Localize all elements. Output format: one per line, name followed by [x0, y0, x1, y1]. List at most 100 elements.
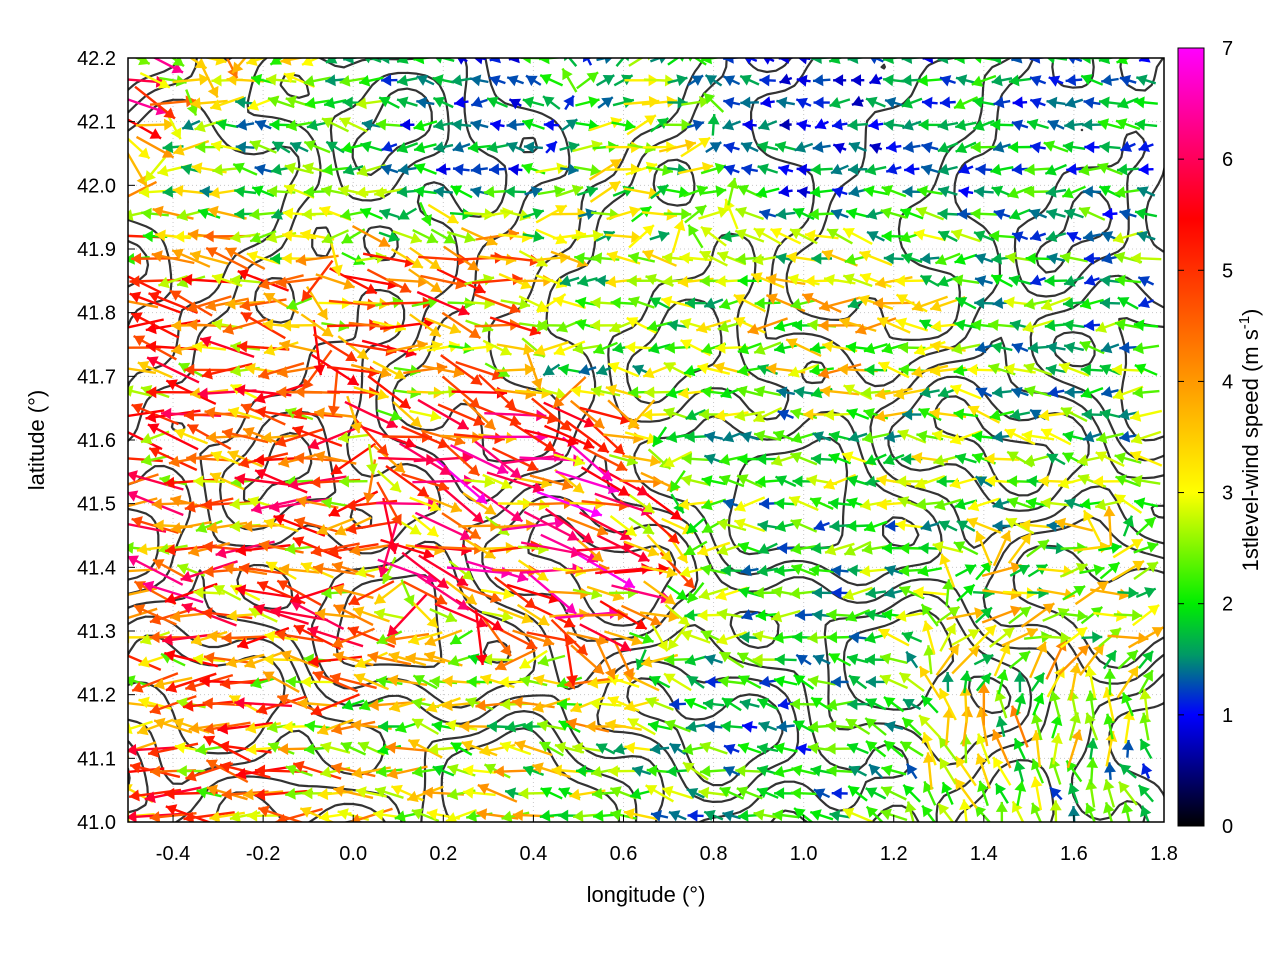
wind-vector [442, 441, 481, 477]
wind-vector-head [385, 633, 397, 646]
wind-vector [792, 720, 815, 733]
wind-vector [685, 517, 706, 535]
wind-vector [225, 653, 265, 668]
wind-vector-head [1080, 498, 1091, 510]
wind-vector-head [117, 565, 127, 577]
wind-vector [894, 274, 929, 287]
wind-vector [740, 564, 759, 577]
wind-vector-head [1031, 758, 1043, 771]
wind-vector [494, 648, 536, 671]
wind-vector-head [734, 500, 746, 512]
wind-vector [920, 520, 940, 532]
wind-vector-head [1146, 562, 1158, 573]
wind-vector [450, 741, 473, 756]
wind-vector-head [591, 252, 603, 265]
wind-vector-head [793, 207, 805, 219]
wind-vector-head [1096, 431, 1108, 444]
wind-vector-head [645, 273, 657, 286]
wind-vector-head [408, 739, 420, 750]
wind-vector-head [1096, 581, 1109, 593]
wind-vector-head [110, 411, 121, 423]
wind-vector-shaft [128, 568, 158, 573]
wind-vector [1084, 665, 1097, 699]
wind-vector-head [954, 319, 966, 331]
wind-vector [411, 601, 439, 629]
wind-vector-head [331, 636, 344, 648]
wind-vector [792, 207, 815, 221]
wind-vector-head [873, 297, 884, 310]
wind-vector-head [624, 742, 636, 754]
wind-vector-head [790, 542, 802, 555]
wind-vector-head [774, 787, 785, 800]
wind-vector [378, 230, 400, 243]
wind-vector [195, 743, 223, 756]
wind-vector-head [757, 787, 769, 799]
wind-vector [649, 742, 670, 755]
wind-vector [295, 495, 339, 509]
wind-vector-head [1066, 231, 1079, 243]
wind-vector-head [207, 630, 218, 643]
wind-vector [741, 720, 758, 733]
wind-vector-head [704, 654, 716, 666]
wind-vector [164, 476, 218, 489]
wind-vector [437, 403, 486, 427]
wind-vector [954, 755, 977, 787]
wind-vector [736, 474, 763, 489]
wind-vector [597, 534, 650, 563]
wind-vector-head [733, 316, 746, 328]
wind-vector-head [113, 648, 125, 659]
wind-vector-head [238, 562, 250, 575]
wind-vector [429, 608, 458, 623]
wind-vector [1045, 230, 1067, 243]
wind-vector-head [1085, 803, 1097, 815]
wind-vector [186, 295, 232, 313]
wind-vector [1026, 539, 1050, 558]
wind-vector-head [878, 628, 891, 640]
wind-vector-head [976, 387, 988, 399]
wind-vector [667, 319, 688, 332]
wind-vector-head [1069, 663, 1082, 674]
wind-vector-head [346, 522, 357, 535]
wind-vector [193, 475, 225, 488]
wind-vector [379, 208, 400, 220]
wind-vector-head [153, 559, 165, 570]
wind-vector-head [903, 699, 915, 710]
wind-vector [649, 230, 670, 242]
wind-vector [902, 408, 922, 421]
wind-vector-head [777, 409, 790, 421]
wind-vector-head [450, 742, 463, 753]
wind-vector-head [898, 564, 910, 577]
wind-vector-head [919, 319, 932, 331]
wind-vector [348, 580, 395, 606]
wind-vector [1096, 431, 1124, 444]
wind-vector-head [752, 653, 763, 666]
wind-vector-head [314, 450, 326, 463]
wind-vector [776, 720, 795, 733]
wind-vector-head [955, 297, 968, 308]
wind-vector-head [652, 434, 664, 447]
wind-vector-head [899, 672, 912, 684]
wind-vector-head [1013, 671, 1026, 682]
wind-vector-head [596, 364, 608, 376]
wind-vector [1062, 430, 1086, 443]
wind-vector [1135, 516, 1157, 536]
wind-vector [663, 361, 692, 379]
wind-vector-head [572, 742, 584, 754]
wind-vector [628, 516, 655, 536]
wind-vector-head [378, 720, 389, 733]
wind-vector [235, 544, 291, 557]
wind-vector [992, 497, 1012, 510]
wind-vector-head [494, 432, 505, 445]
wind-vector [954, 319, 978, 331]
wind-vector [254, 468, 308, 494]
wind-vector-head [1130, 252, 1141, 265]
wind-vector [774, 653, 797, 666]
wind-vector-shaft [128, 180, 158, 198]
wind-vector-head [792, 319, 803, 332]
wind-vector [263, 517, 299, 533]
wind-vector-head [704, 720, 716, 733]
wind-vector [141, 207, 169, 220]
wind-vector [953, 541, 979, 556]
wind-vector [923, 645, 936, 675]
wind-vector-head [203, 735, 216, 747]
